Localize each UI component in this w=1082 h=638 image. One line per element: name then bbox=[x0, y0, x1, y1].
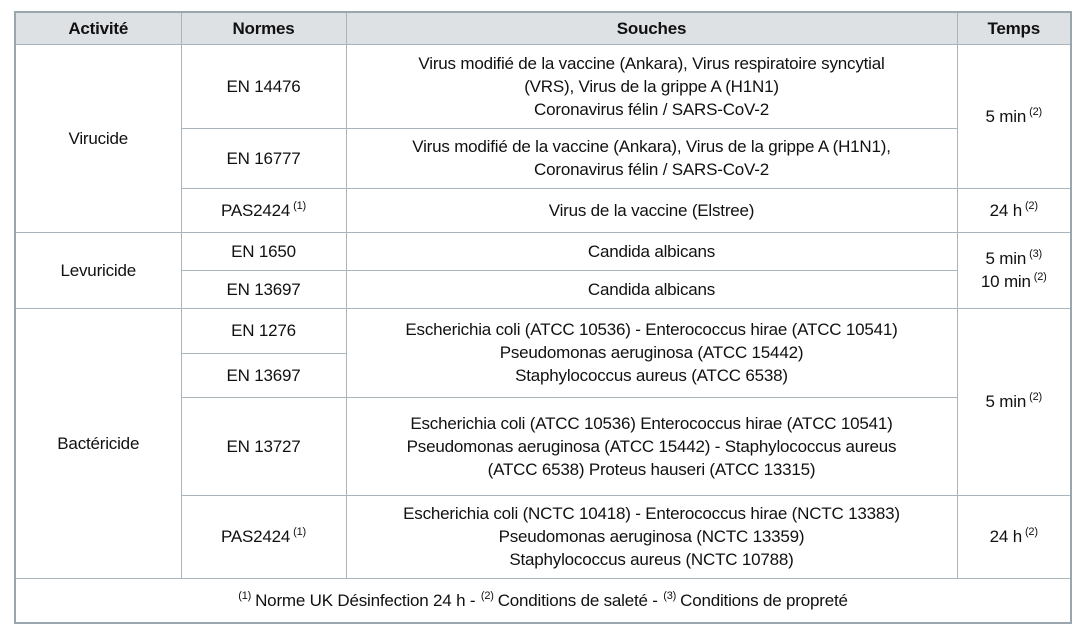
souches-line: (ATCC 6538) Proteus hauseri (ATCC 13315) bbox=[487, 459, 816, 479]
norm-cell: EN 13727 bbox=[180, 396, 347, 496]
temps-footnote-ref: (2) bbox=[1024, 526, 1038, 539]
activity-cell-levuricide: Levuricide bbox=[14, 231, 182, 309]
souches-line: Staphylococcus aureus (ATCC 6538) bbox=[515, 366, 788, 385]
table-row-bactericide-en1276: Bactéricide EN 1276 Escherichia coli (AT… bbox=[14, 307, 1072, 579]
norm-cell: EN 16777 bbox=[180, 127, 347, 189]
norm-cell: PAS2424 (1) bbox=[180, 494, 347, 579]
norm-footnote-ref: (1) bbox=[293, 199, 307, 212]
temps-cell: 24 h (2) bbox=[956, 187, 1072, 233]
table-row-virucide-en16777: EN 16777 Virus modifié de la vaccine (An… bbox=[15, 127, 1071, 189]
temps-value: 24 h bbox=[989, 527, 1022, 546]
norm-cell: EN 1276 bbox=[180, 307, 347, 354]
souches-cell: Virus modifié de la vaccine (Ankara), Vi… bbox=[345, 127, 958, 189]
souches-line: Virus modifié de la vaccine (Ankara), Vi… bbox=[412, 137, 891, 156]
footnote-text-2: Conditions de saleté - bbox=[497, 590, 663, 610]
souches-cell: Escherichia coli (ATCC 10536) Enterococc… bbox=[345, 396, 958, 496]
column-header-temps: Temps bbox=[956, 11, 1072, 45]
norm-value: PAS2424 bbox=[220, 200, 291, 220]
souches-cell: Virus de la vaccine (Elstree) bbox=[345, 187, 958, 233]
footnote-ref-3: (3) bbox=[663, 590, 677, 603]
activity-cell-bactericide: Bactéricide bbox=[14, 307, 182, 579]
souches-line: Pseudomonas aeruginosa (ATCC 15442) - St… bbox=[406, 436, 897, 456]
temps-cell: 5 min (2) bbox=[956, 43, 1072, 189]
temps-cell: 5 min (3) 10 min (2) bbox=[956, 231, 1072, 309]
norm-cell: EN 13697 bbox=[180, 352, 347, 398]
temps-cell: 24 h (2) bbox=[956, 494, 1072, 579]
table-row-virucide-pas2424: PAS2424 (1) Virus de la vaccine (Elstree)… bbox=[15, 187, 1072, 233]
temps-cell: 5 min (2) bbox=[956, 307, 1072, 496]
souches-cell: Virus modifié de la vaccine (Ankara), Vi… bbox=[345, 43, 958, 129]
efficacy-table-container: Activité Normes Souches Temps Virucide E… bbox=[14, 11, 1072, 624]
column-header-normes: Normes bbox=[180, 11, 347, 45]
temps-line: 5 min (3) bbox=[962, 247, 1067, 270]
temps-footnote-ref: (2) bbox=[1029, 105, 1042, 118]
souches-cell: Escherichia coli (ATCC 10536) - Enteroco… bbox=[345, 307, 958, 398]
norm-footnote-ref: (1) bbox=[293, 526, 307, 539]
table-row-levuricide-en1650: Levuricide EN 1650 Candida albicans 5 mi… bbox=[14, 231, 1072, 309]
souches-line: Staphylococcus aureus (NCTC 10788) bbox=[509, 550, 794, 569]
temps-value: 5 min bbox=[985, 249, 1027, 268]
footnote: (1) Norme UK Désinfection 24 h - (2) Condi… bbox=[14, 577, 1072, 624]
temps-footnote-ref: (3) bbox=[1029, 248, 1042, 261]
souches-line: Pseudomonas aeruginosa (NCTC 13359) bbox=[498, 527, 805, 546]
souches-line: Pseudomonas aeruginosa (ATCC 15442) bbox=[499, 343, 804, 362]
header-row: Activité Normes Souches Temps bbox=[14, 11, 1072, 45]
souches-line: Coronavirus félin / SARS-CoV-2 bbox=[534, 99, 769, 119]
temps-value: 24 h bbox=[989, 200, 1022, 220]
temps-footnote-ref: (2) bbox=[1029, 391, 1042, 404]
footnote-ref-2: (2) bbox=[480, 590, 494, 603]
souches-cell: Candida albicans bbox=[345, 231, 958, 271]
temps-value: 5 min bbox=[985, 392, 1027, 411]
activity-cell-virucide: Virucide bbox=[14, 43, 182, 233]
table-row-bactericide-en13727: EN 13727 Escherichia coli (ATCC 10536) E… bbox=[15, 396, 1071, 496]
table-row-virucide-en14476: Virucide EN 14476 Virus modifié de la va… bbox=[14, 43, 1072, 233]
souches-line: Escherichia coli (NCTC 10418) - Enteroco… bbox=[403, 504, 900, 523]
column-header-activite: Activité bbox=[14, 11, 182, 45]
table-row-bactericide-en13697: EN 13697 bbox=[15, 352, 1071, 398]
footnote-row: (1) Norme UK Désinfection 24 h - (2) Condi… bbox=[14, 577, 1072, 624]
column-header-souches: Souches bbox=[345, 11, 958, 45]
souches-cell: Escherichia coli (NCTC 10418) - Enteroco… bbox=[345, 494, 958, 579]
norm-cell: EN 14476 bbox=[180, 43, 347, 129]
footnote-text-1: Norme UK Désinfection 24 h - bbox=[255, 590, 480, 610]
norm-cell: EN 13697 bbox=[180, 269, 347, 309]
temps-footnote-ref: (2) bbox=[1033, 271, 1047, 284]
footnote-text-3: Conditions de propreté bbox=[680, 590, 848, 610]
footnote-ref-1: (1) bbox=[238, 590, 252, 603]
temps-value: 10 min bbox=[980, 272, 1031, 291]
souches-line: Coronavirus félin / SARS-CoV-2 bbox=[534, 160, 769, 179]
temps-line: 10 min (2) bbox=[962, 270, 1067, 293]
norm-cell: EN 1650 bbox=[180, 231, 347, 271]
souches-line: Escherichia coli (ATCC 10536) Enterococc… bbox=[410, 413, 893, 433]
souches-line: Escherichia coli (ATCC 10536) - Enteroco… bbox=[405, 320, 898, 339]
souches-cell: Candida albicans bbox=[345, 269, 958, 309]
souches-line: Virus modifié de la vaccine (Ankara), Vi… bbox=[418, 53, 885, 73]
disinfection-efficacy-table: Activité Normes Souches Temps Virucide E… bbox=[14, 11, 1072, 624]
temps-footnote-ref: (2) bbox=[1024, 199, 1038, 212]
temps-value: 5 min bbox=[985, 106, 1027, 126]
norm-value: PAS2424 bbox=[220, 527, 291, 546]
table-row-bactericide-pas2424: PAS2424 (1) Escherichia coli (NCTC 10418)… bbox=[15, 494, 1072, 579]
souches-line: (VRS), Virus de la grippe A (H1N1) bbox=[524, 76, 779, 96]
norm-cell: PAS2424 (1) bbox=[180, 187, 347, 233]
